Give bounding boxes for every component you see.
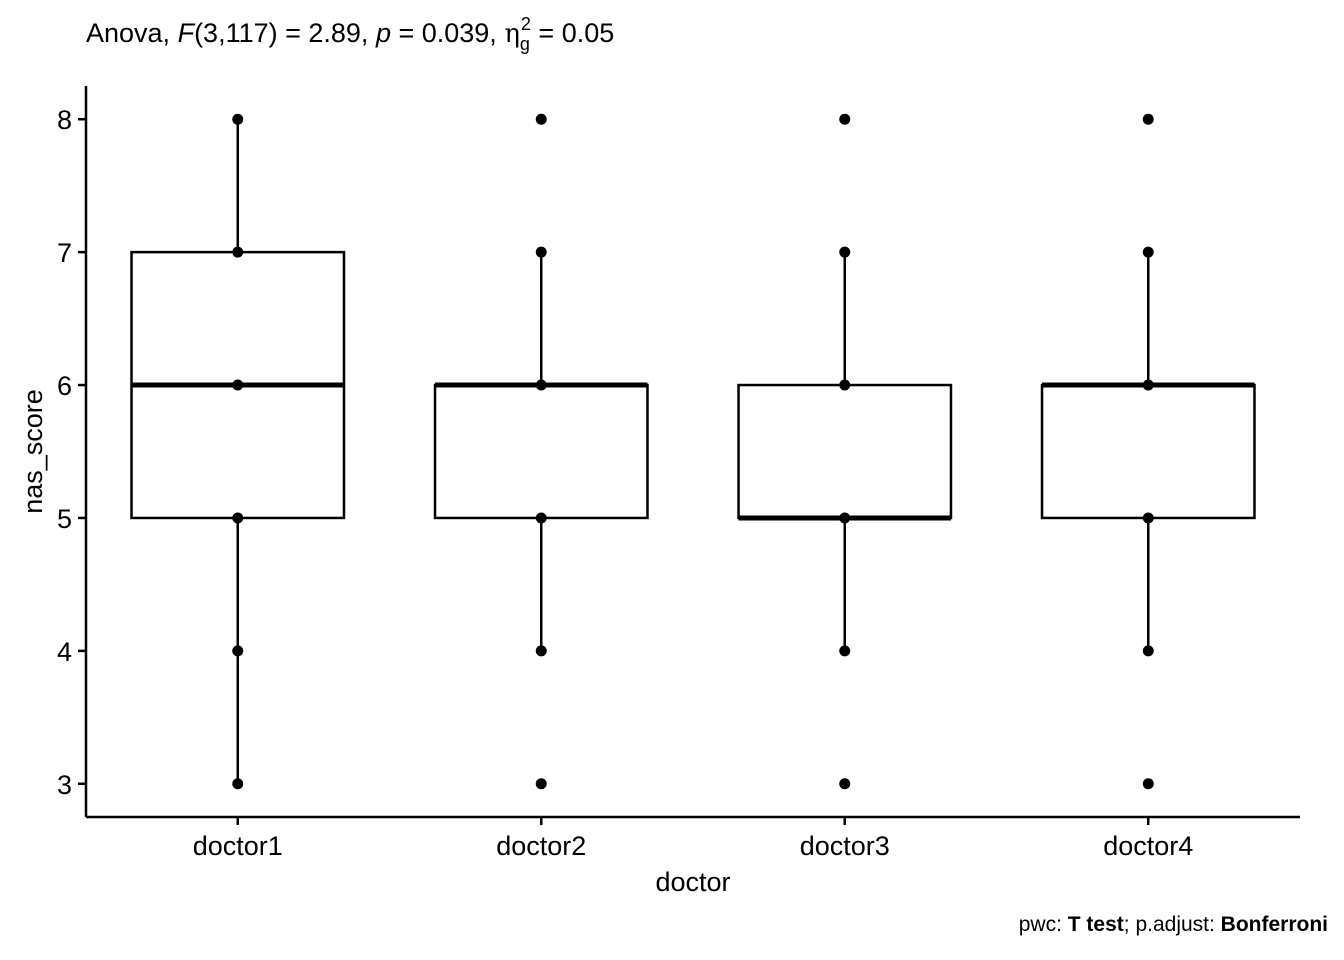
data-point-doctor2-3 bbox=[535, 778, 547, 790]
subtitle-eta-sub: g bbox=[519, 34, 530, 54]
data-point-doctor2-5 bbox=[535, 512, 547, 524]
y-axis-title: nas_score bbox=[18, 389, 48, 514]
data-point-doctor1-7 bbox=[232, 246, 244, 258]
data-point-doctor1-8 bbox=[232, 113, 244, 125]
y-tick-label-8: 8 bbox=[57, 105, 72, 135]
y-tick-label-7: 7 bbox=[57, 238, 72, 268]
x-tick-label-doctor1: doctor1 bbox=[193, 831, 283, 861]
box-doctor4 bbox=[1040, 383, 1256, 520]
y-tick-label-5: 5 bbox=[57, 504, 72, 534]
data-point-doctor2-7 bbox=[535, 246, 547, 258]
box-doctor2 bbox=[433, 383, 649, 520]
data-point-doctor3-8 bbox=[839, 113, 851, 125]
x-tick-label-doctor2: doctor2 bbox=[496, 831, 586, 861]
x-axis-title: doctor bbox=[655, 867, 730, 897]
subtitle-f-symbol: F bbox=[177, 18, 195, 48]
data-point-doctor1-4 bbox=[232, 645, 244, 657]
data-point-doctor1-3 bbox=[232, 778, 244, 790]
chart-caption: pwc: T test; p.adjust: Bonferroni bbox=[1019, 913, 1328, 937]
subtitle-eta-symbol: η bbox=[504, 19, 520, 49]
data-point-doctor4-7 bbox=[1142, 246, 1154, 258]
data-point-doctor4-5 bbox=[1142, 512, 1154, 524]
data-point-doctor2-6 bbox=[535, 379, 547, 391]
data-point-doctor1-6 bbox=[232, 379, 244, 391]
data-point-doctor2-4 bbox=[535, 645, 547, 657]
data-point-doctor3-4 bbox=[839, 645, 851, 657]
y-tick-label-6: 6 bbox=[57, 371, 72, 401]
data-point-doctor2-8 bbox=[535, 113, 547, 125]
subtitle-p-value: = 0.039, bbox=[390, 18, 505, 48]
data-point-doctor3-6 bbox=[839, 379, 851, 391]
subtitle-eta-sup: 2 bbox=[520, 14, 531, 34]
data-point-doctor3-3 bbox=[839, 778, 851, 790]
caption-test: T test bbox=[1067, 913, 1124, 936]
y-tick-label-4: 4 bbox=[57, 637, 72, 667]
subtitle-f-value: (3,117) = 2.89, bbox=[194, 18, 376, 48]
x-tick-label-doctor3: doctor3 bbox=[800, 831, 890, 861]
data-point-doctor3-5 bbox=[839, 512, 851, 524]
data-point-doctor4-6 bbox=[1142, 379, 1154, 391]
caption-method: Bonferroni bbox=[1220, 913, 1328, 936]
subtitle-p-symbol: p bbox=[375, 18, 391, 48]
data-point-doctor4-3 bbox=[1142, 778, 1154, 790]
x-tick-label-doctor4: doctor4 bbox=[1103, 831, 1193, 861]
subtitle-prefix: Anova, bbox=[86, 18, 178, 48]
box-doctor3 bbox=[737, 383, 953, 520]
caption-prefix: pwc: bbox=[1018, 913, 1068, 936]
data-point-doctor1-5 bbox=[232, 512, 244, 524]
subtitle-eta-value: = 0.05 bbox=[530, 18, 615, 48]
y-tick-label-3: 3 bbox=[57, 770, 72, 800]
chart-subtitle: Anova, F(3,117) = 2.89, p = 0.039, ηg2 =… bbox=[86, 14, 615, 54]
data-point-doctor3-7 bbox=[839, 246, 851, 258]
caption-middle: ; p.adjust: bbox=[1123, 913, 1221, 936]
data-point-doctor4-8 bbox=[1142, 113, 1154, 125]
data-point-doctor4-4 bbox=[1142, 645, 1154, 657]
